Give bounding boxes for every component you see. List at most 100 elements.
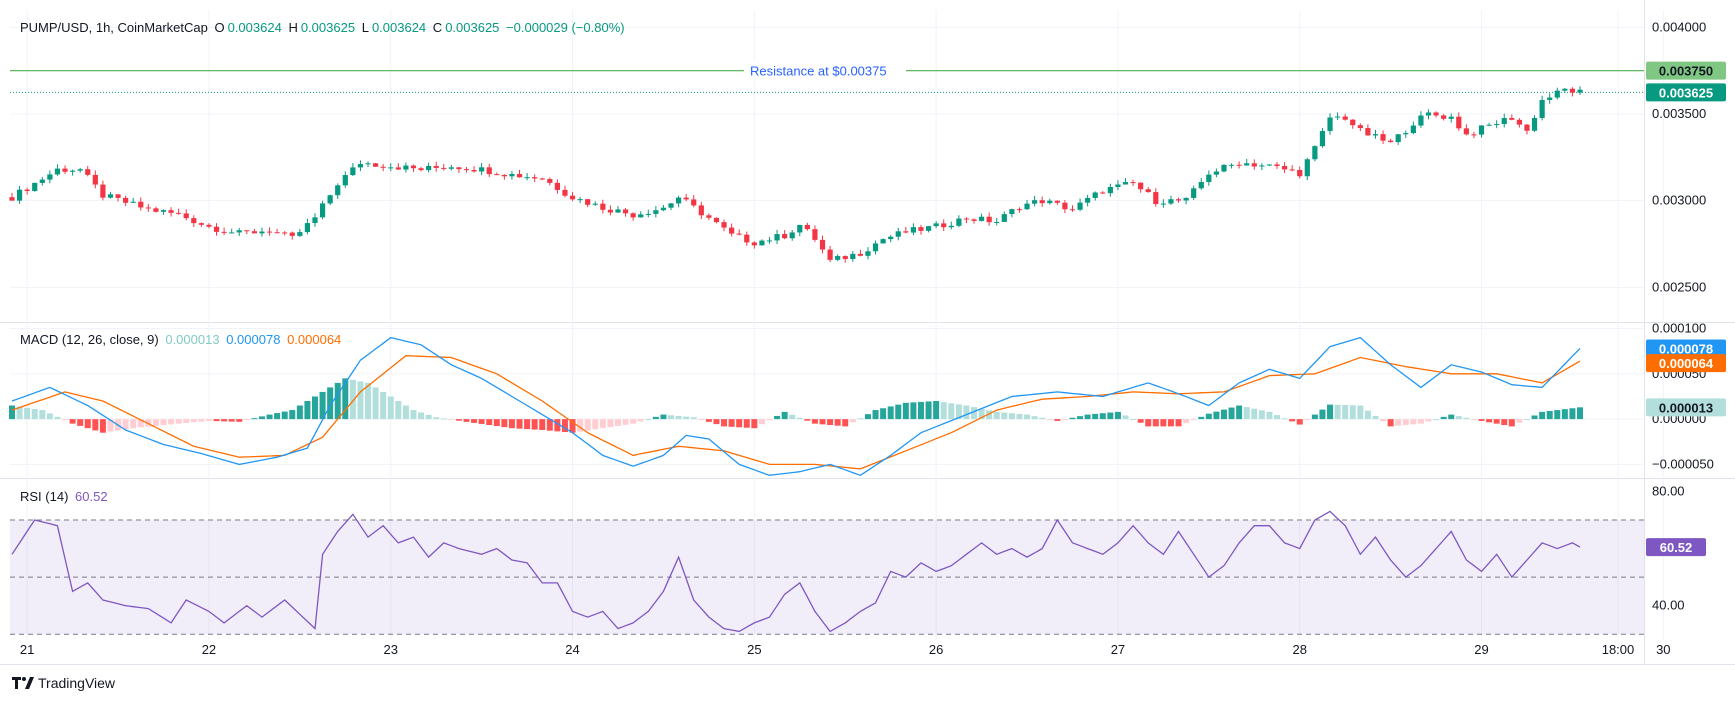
candle-body xyxy=(1236,164,1242,166)
rsi-value: 60.52 xyxy=(75,489,108,504)
candle-body xyxy=(100,184,106,198)
macd-histogram-bar xyxy=(713,419,720,425)
last-price-value: 0.003625 xyxy=(1659,85,1713,100)
macd-histogram-bar xyxy=(251,418,258,420)
candle-body xyxy=(213,226,220,232)
candle-body xyxy=(1107,186,1113,194)
candle-body xyxy=(895,231,901,237)
candle-body xyxy=(418,168,424,171)
candle-body xyxy=(1153,192,1159,205)
candle-body xyxy=(1562,88,1568,91)
candle-body xyxy=(1403,133,1409,135)
macd-histogram-bar xyxy=(236,419,243,422)
candle-body xyxy=(910,227,917,233)
candle-body xyxy=(948,225,954,228)
candle-body xyxy=(32,182,38,192)
candle-body xyxy=(1198,182,1204,189)
macd-histogram-bar xyxy=(705,419,712,422)
hist-value-tag xyxy=(1646,398,1726,417)
candle-body xyxy=(403,165,409,170)
macd-histogram-bar xyxy=(334,382,341,420)
macd-histogram-bar xyxy=(1561,409,1568,420)
time-tick-label: 26 xyxy=(929,642,943,657)
candle-body xyxy=(524,177,530,179)
price-tick-label: 0.004000 xyxy=(1652,19,1706,34)
candle-body xyxy=(888,236,894,240)
candle-body xyxy=(372,163,379,167)
candle-body xyxy=(312,217,318,224)
macd-histogram-bar xyxy=(516,419,523,429)
rsi-line xyxy=(11,510,1581,633)
candle-body xyxy=(1350,119,1356,126)
last-price-tag xyxy=(1646,83,1726,102)
macd-histogram-bar xyxy=(698,419,705,421)
macd-histogram-bar xyxy=(433,417,440,420)
candle-body xyxy=(577,199,583,201)
macd-histogram-bar xyxy=(1455,416,1462,420)
candle-body xyxy=(645,213,651,215)
macd-histogram-bar xyxy=(1084,414,1091,420)
candle-body xyxy=(1039,200,1045,204)
macd-histogram-bar xyxy=(948,403,955,420)
candle-body xyxy=(539,178,545,180)
macd-histogram-bar xyxy=(1274,415,1281,420)
macd-histogram-bar xyxy=(842,419,849,427)
macd-histogram-bar xyxy=(296,405,303,420)
macd-tick-label: −0.000050 xyxy=(1652,456,1714,471)
macd-histogram-bar xyxy=(1364,410,1371,420)
macd-histogram-bar xyxy=(1493,419,1500,424)
candle-body xyxy=(486,167,492,175)
candle-body xyxy=(350,167,356,176)
candle-body xyxy=(880,239,886,244)
macd-histogram-bar xyxy=(1145,419,1152,427)
candle-body xyxy=(547,179,553,183)
low-label: L xyxy=(361,20,369,35)
candle-body xyxy=(1531,117,1538,131)
candle-body xyxy=(62,168,68,172)
macd-histogram-bar xyxy=(1577,407,1583,420)
macd-histogram-bar xyxy=(993,411,1000,420)
macd-histogram-bar xyxy=(546,419,553,431)
macd-histogram-bar xyxy=(440,418,447,420)
candle-body xyxy=(933,223,939,227)
candle-body xyxy=(357,164,364,168)
candle-body xyxy=(1069,209,1076,211)
candle-body xyxy=(1554,90,1560,98)
macd-histogram-bar xyxy=(380,391,387,420)
macd-histogram-bar xyxy=(1046,419,1053,421)
candle-body xyxy=(1569,88,1576,93)
close-label: C xyxy=(432,20,443,35)
time-tick-label: 21 xyxy=(20,642,34,657)
candle-body xyxy=(509,173,515,177)
macd-histogram-bar xyxy=(1531,415,1538,420)
candle-body xyxy=(1122,182,1129,185)
candle-body xyxy=(713,217,720,223)
macd-histogram-bar xyxy=(228,419,235,422)
candle-body xyxy=(380,166,386,168)
time-tick-label: 29 xyxy=(1474,642,1488,657)
candle-body xyxy=(47,174,53,180)
candle-body xyxy=(698,205,704,216)
candle-body xyxy=(1418,115,1424,126)
candle-body xyxy=(441,167,447,169)
macd-histogram-bar xyxy=(1183,419,1190,424)
macd-histogram-bar xyxy=(160,419,167,426)
tradingview-footer[interactable]: TradingView xyxy=(12,675,115,691)
time-tick-label: 28 xyxy=(1292,642,1306,657)
candle-body xyxy=(388,167,394,169)
candle-body xyxy=(759,240,765,246)
candle-body xyxy=(516,173,523,178)
macd-hist-value: 0.000013 xyxy=(165,332,220,347)
macd-histogram-bar xyxy=(1417,419,1424,424)
candle-body xyxy=(16,189,23,201)
candle-body xyxy=(327,195,333,204)
candle-body xyxy=(266,231,273,233)
candle-body xyxy=(1115,184,1121,187)
candle-body xyxy=(1395,134,1401,143)
candle-body xyxy=(789,232,795,239)
candle-body xyxy=(410,165,417,169)
candle-body xyxy=(744,234,750,243)
candle-body xyxy=(569,195,576,200)
macd-histogram-bar xyxy=(1372,415,1379,420)
